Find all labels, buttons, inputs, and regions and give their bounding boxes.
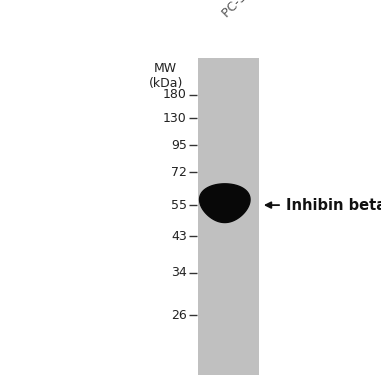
- Text: 72: 72: [171, 166, 187, 179]
- Text: 130: 130: [163, 111, 187, 125]
- Bar: [198, 58, 259, 375]
- Text: 180: 180: [163, 88, 187, 101]
- Text: 55: 55: [171, 199, 187, 212]
- Text: 95: 95: [171, 139, 187, 152]
- Polygon shape: [200, 184, 250, 223]
- Text: 34: 34: [171, 266, 187, 279]
- Text: 43: 43: [171, 229, 187, 243]
- Text: 26: 26: [171, 309, 187, 322]
- Text: MW
(kDa): MW (kDa): [149, 62, 183, 90]
- Text: PC-3 conditioned
medium: PC-3 conditioned medium: [220, 0, 315, 31]
- Text: Inhibin beta A: Inhibin beta A: [286, 198, 381, 212]
